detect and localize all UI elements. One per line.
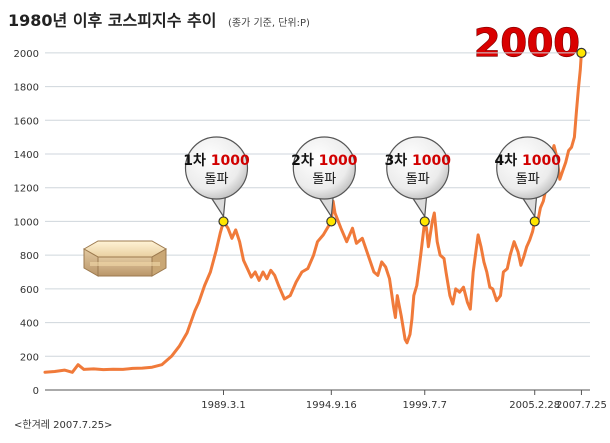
callout-line2: 돌파 bbox=[406, 172, 430, 187]
callout-bubble: 4차 1000 돌파 bbox=[494, 136, 561, 219]
kospi-series-line bbox=[43, 51, 583, 374]
callout-line1: 4차 1000 bbox=[494, 153, 561, 169]
milestone-marker bbox=[529, 216, 540, 227]
milestone-markers bbox=[218, 47, 587, 227]
callout-circle bbox=[496, 136, 560, 200]
y-tick-label: 200 bbox=[20, 352, 39, 363]
x-axis-ticks: 1989.3.1 1994.9.16 1999.7.7 2005.2.282007.7… bbox=[201, 390, 607, 411]
y-tick-label: 400 bbox=[20, 319, 39, 330]
callout-prefix: 1차 bbox=[183, 153, 211, 169]
callout-circle bbox=[184, 136, 249, 200]
y-tick-label: 1600 bbox=[14, 116, 39, 127]
milestone-marker bbox=[419, 216, 430, 227]
gridlines bbox=[45, 52, 590, 357]
headline-value: 2000 bbox=[474, 21, 580, 65]
callout-line2: 돌파 bbox=[205, 172, 229, 187]
callout-value: 1000 bbox=[319, 153, 358, 169]
box-illustration bbox=[82, 240, 168, 277]
x-tick-label: 1999.7.7 bbox=[402, 400, 447, 411]
chart-subtitle: (종가 기준, 단위:P) bbox=[228, 16, 310, 29]
callout-value: 1000 bbox=[211, 153, 250, 169]
y-axis-ticks: 0 200 400 600 800 1000 1200 1400 1600 1800 2000 bbox=[14, 49, 39, 397]
callout-line2: 돌파 bbox=[516, 172, 540, 187]
chart-title: 1980년 이후 코스피지수 추이 bbox=[8, 11, 216, 30]
y-tick-label: 0 bbox=[33, 386, 39, 397]
y-tick-label: 1800 bbox=[14, 83, 39, 94]
source-credit: <한겨레 2007.7.25> bbox=[14, 419, 112, 431]
x-tick-label: 1994.9.16 bbox=[306, 400, 357, 411]
callout-bubble: 3차 1000 돌파 bbox=[385, 136, 452, 219]
callout-circle bbox=[386, 136, 450, 200]
y-tick-label: 1000 bbox=[14, 217, 39, 228]
y-tick-label: 1200 bbox=[14, 184, 39, 195]
x-tick-label: 2007.7.25 bbox=[556, 400, 607, 411]
callout-line1: 3차 1000 bbox=[385, 153, 452, 169]
callout-bubble: 2차 1000 돌파 bbox=[291, 136, 358, 219]
callout-value: 1000 bbox=[412, 153, 451, 169]
y-tick-label: 800 bbox=[20, 251, 39, 262]
y-tick-label: 600 bbox=[20, 285, 39, 296]
y-tick-label: 1400 bbox=[14, 150, 39, 161]
x-tick-label: 1989.3.1 bbox=[201, 400, 246, 411]
x-tick-label: 2005.2.28 bbox=[509, 400, 560, 411]
peak-marker bbox=[576, 47, 587, 58]
callout-prefix: 4차 bbox=[494, 153, 522, 169]
callout-line2: 돌파 bbox=[312, 172, 336, 187]
callout-prefix: 2차 bbox=[291, 153, 319, 169]
callout-prefix: 3차 bbox=[385, 153, 413, 169]
milestone-callouts: 1차 1000 돌파 2차 1000 돌파 3차 1000 돌파 4차 1000 돌파 bbox=[183, 136, 561, 219]
callout-line1: 2차 1000 bbox=[291, 153, 358, 169]
milestone-marker bbox=[326, 216, 337, 227]
callout-circle bbox=[292, 136, 356, 200]
callout-line1: 1차 1000 bbox=[183, 153, 250, 169]
milestone-marker bbox=[218, 216, 229, 227]
callout-value: 1000 bbox=[522, 153, 561, 169]
y-tick-label: 2000 bbox=[14, 49, 39, 60]
callout-bubble: 1차 1000 돌파 bbox=[183, 136, 250, 219]
